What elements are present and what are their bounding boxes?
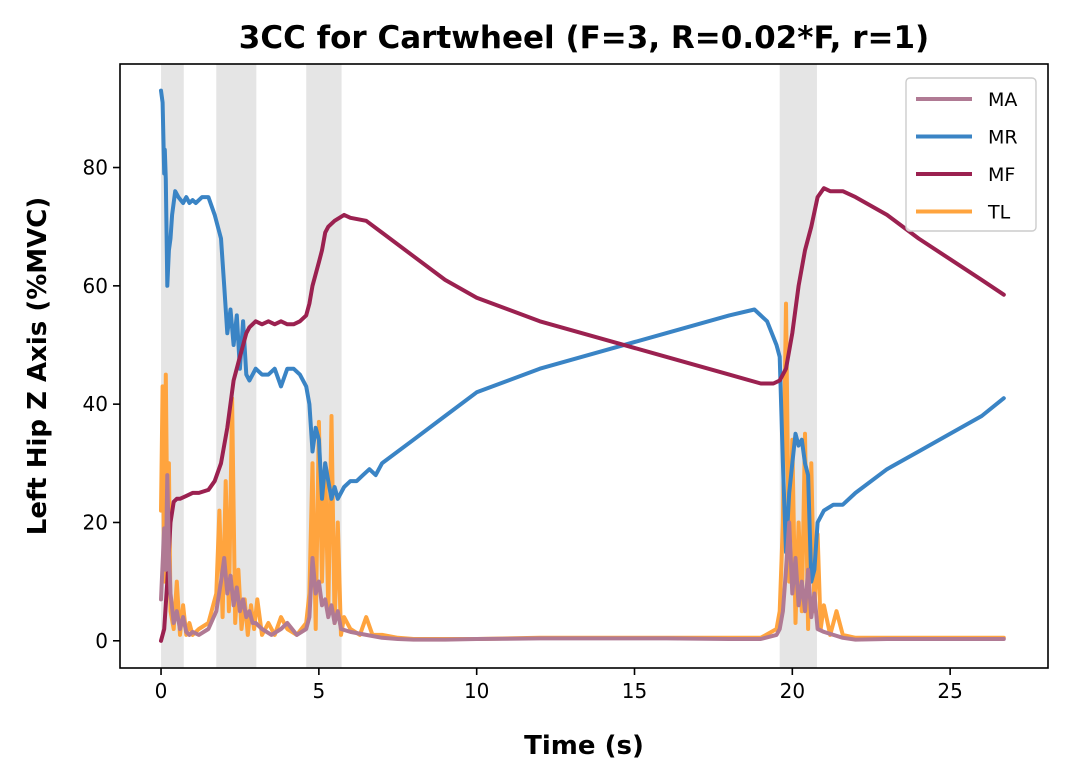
series-lines <box>159 88 1006 643</box>
x-tick-label: 20 <box>780 679 805 703</box>
x-tick-label: 10 <box>464 679 489 703</box>
series-line-tl <box>159 301 1006 641</box>
legend-label-mf: MF <box>988 164 1015 186</box>
y-tick-label: 80 <box>83 156 108 180</box>
series-line-mf <box>159 186 1006 643</box>
x-tick-label: 25 <box>937 679 962 703</box>
y-axis-label: Left Hip Z Axis (%MVC) <box>23 197 53 535</box>
y-tick-label: 20 <box>83 510 108 534</box>
legend-box <box>905 77 1037 232</box>
x-axis-label: Time (s) <box>524 731 644 761</box>
legend-label-mr: MR <box>988 127 1018 149</box>
legend-label-tl: TL <box>987 202 1011 224</box>
x-tick-label: 5 <box>312 679 325 703</box>
legend-label-ma: MA <box>988 89 1017 111</box>
chart-title: 3CC for Cartwheel (F=3, R=0.02*F, r=1) <box>239 20 929 56</box>
plot-area-frame <box>119 63 1049 669</box>
x-tick-label: 0 <box>155 679 168 703</box>
series-line-mr <box>159 88 1006 584</box>
axis-ticks: 0 5 10 15 20 25 0 20 40 60 80 <box>83 156 963 703</box>
y-tick-label: 40 <box>83 392 108 416</box>
x-tick-label: 15 <box>622 679 647 703</box>
y-tick-label: 0 <box>95 629 108 653</box>
series-line-ma <box>159 473 1006 642</box>
y-tick-label: 60 <box>83 274 108 298</box>
shaded-regions <box>161 64 817 668</box>
legend: MA MR MF TL <box>905 77 1037 232</box>
